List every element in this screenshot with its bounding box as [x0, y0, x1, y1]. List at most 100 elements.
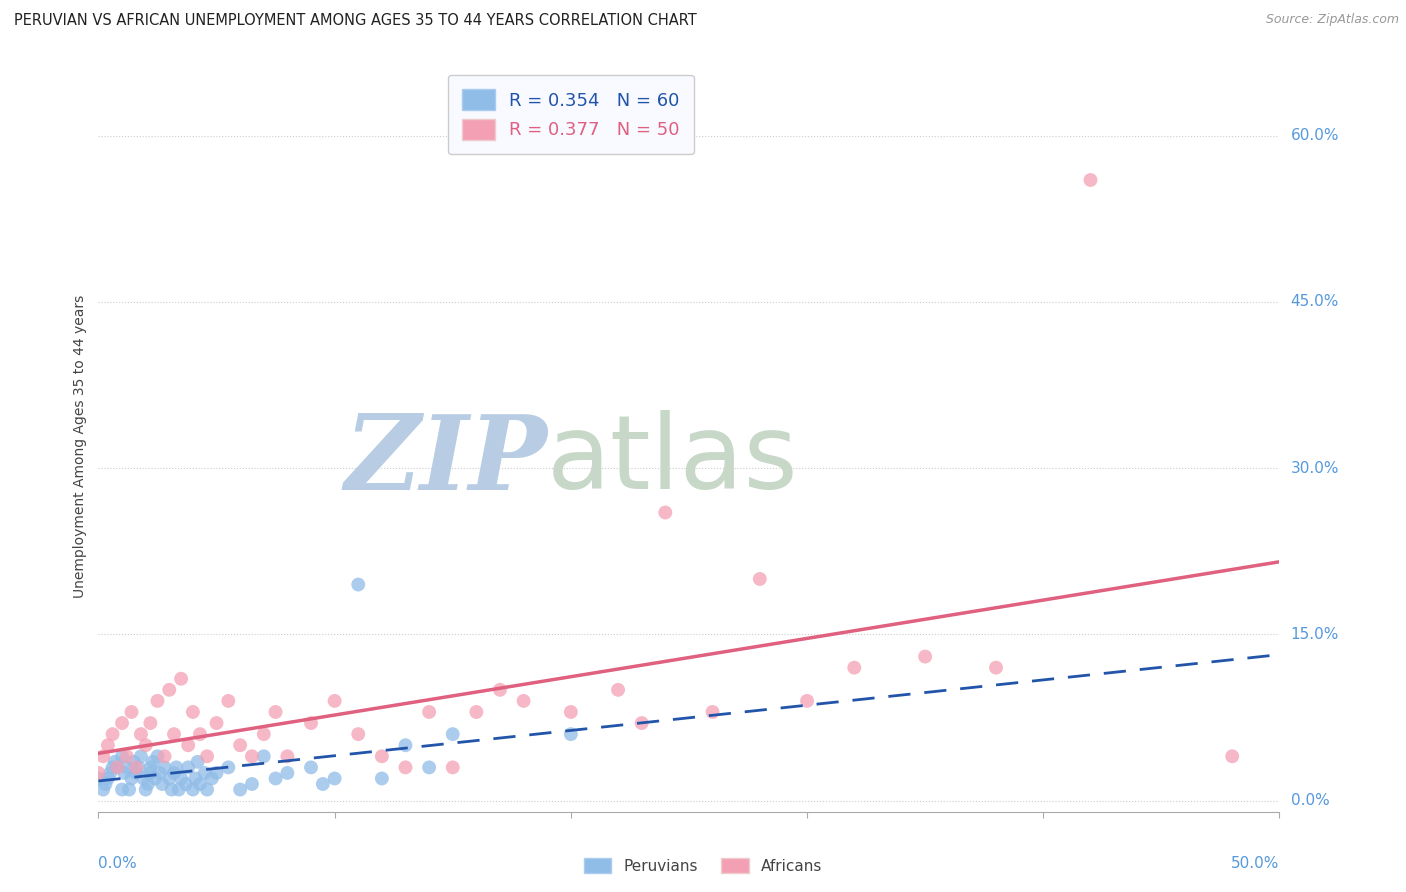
Point [91, 782, 114, 797]
Point [264, 705, 287, 719]
Point [115, 749, 138, 764]
Point [122, 755, 145, 769]
Point [157, 772, 180, 786]
Point [101, 760, 124, 774]
Point [371, 772, 394, 786]
Point [125, 766, 148, 780]
Point [229, 782, 252, 797]
Point [167, 782, 190, 797]
Text: 0.0%: 0.0% [1291, 793, 1329, 808]
Point [748, 572, 770, 586]
Point [139, 716, 162, 731]
Point [201, 772, 224, 786]
Point [163, 727, 186, 741]
Point [914, 649, 936, 664]
Point [253, 727, 276, 741]
Point [984, 660, 1007, 674]
Point [177, 760, 200, 774]
Point [129, 727, 152, 741]
Point [129, 749, 152, 764]
Point [143, 772, 166, 786]
Point [160, 782, 183, 797]
Point [135, 738, 157, 752]
Point [97, 738, 120, 752]
Point [87, 772, 110, 786]
Point [139, 760, 162, 774]
Point [299, 760, 322, 774]
Point [194, 766, 217, 780]
Point [163, 766, 186, 780]
Text: 15.0%: 15.0% [1291, 627, 1339, 642]
Point [170, 672, 193, 686]
Point [371, 749, 394, 764]
Point [157, 682, 180, 697]
Point [1220, 749, 1243, 764]
Point [146, 749, 169, 764]
Point [188, 777, 211, 791]
Point [121, 772, 143, 786]
Text: 45.0%: 45.0% [1291, 294, 1339, 310]
Point [104, 755, 127, 769]
Point [844, 660, 866, 674]
Text: PERUVIAN VS AFRICAN UNEMPLOYMENT AMONG AGES 35 TO 44 YEARS CORRELATION CHART: PERUVIAN VS AFRICAN UNEMPLOYMENT AMONG A… [14, 13, 697, 29]
Point [702, 705, 724, 719]
Text: 50.0%: 50.0% [1232, 855, 1279, 871]
Point [217, 694, 239, 708]
Point [128, 760, 150, 774]
Point [465, 705, 488, 719]
Point [112, 766, 135, 780]
Point [153, 749, 176, 764]
Point [105, 760, 128, 774]
Point [323, 772, 346, 786]
Point [136, 777, 159, 791]
Point [240, 777, 263, 791]
Legend: R = 0.354   N = 60, R = 0.377   N = 50: R = 0.354 N = 60, R = 0.377 N = 50 [447, 75, 695, 154]
Point [195, 782, 218, 797]
Point [87, 766, 110, 780]
Point [187, 755, 209, 769]
Point [94, 777, 117, 791]
Point [205, 766, 228, 780]
Point [229, 738, 252, 752]
Point [118, 782, 141, 797]
Point [560, 705, 582, 719]
Point [111, 749, 134, 764]
Point [630, 716, 652, 731]
Point [181, 782, 204, 797]
Point [654, 506, 676, 520]
Point [418, 705, 440, 719]
Point [347, 577, 370, 591]
Text: atlas: atlas [547, 410, 799, 511]
Point [181, 705, 204, 719]
Text: 30.0%: 30.0% [1291, 460, 1339, 475]
Point [121, 705, 143, 719]
Point [139, 766, 162, 780]
Text: ZIP: ZIP [344, 410, 547, 511]
Point [418, 760, 440, 774]
Point [607, 682, 630, 697]
Point [97, 772, 120, 786]
Point [323, 694, 346, 708]
Point [347, 727, 370, 741]
Point [115, 760, 138, 774]
Point [132, 772, 155, 786]
Point [796, 694, 818, 708]
Point [142, 755, 165, 769]
Point [441, 727, 464, 741]
Point [264, 772, 287, 786]
Point [195, 749, 218, 764]
Point [560, 727, 582, 741]
Point [135, 782, 157, 797]
Point [149, 766, 172, 780]
Point [105, 760, 128, 774]
Point [146, 694, 169, 708]
Point [170, 772, 193, 786]
Text: 0.0%: 0.0% [98, 855, 138, 871]
Point [1080, 173, 1102, 187]
Point [150, 777, 173, 791]
Point [394, 738, 416, 752]
Point [98, 766, 121, 780]
Point [276, 749, 298, 764]
Point [276, 766, 298, 780]
Point [299, 716, 322, 731]
